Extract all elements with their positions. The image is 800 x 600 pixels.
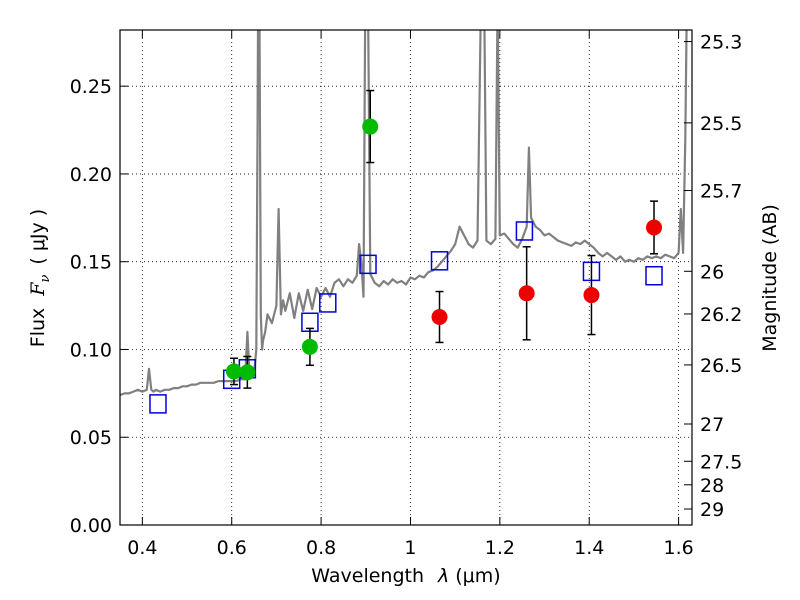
y-tick-label: 0.15	[70, 252, 112, 274]
green-point	[239, 364, 256, 381]
y2-tick-label: 26.2	[700, 304, 742, 326]
y-tick-label: 0.20	[70, 164, 112, 186]
y-tick-label: 0.10	[70, 339, 112, 361]
green-point	[301, 338, 318, 355]
plot-frame	[119, 29, 693, 526]
x-tick-label: 1.6	[663, 537, 693, 559]
ticks: 0.4 0.6 0.8 1 1.2 1.4 1.6 0.00 0.05 0.10 0.15 0.20 0…	[70, 30, 742, 559]
green-point	[225, 363, 242, 380]
x-tick-label: 1.2	[485, 537, 515, 559]
x-tick-label: 1	[404, 537, 416, 559]
green-point	[362, 118, 379, 135]
y-tick-label: 0.05	[70, 427, 112, 449]
model-square	[319, 293, 337, 313]
points-layer	[149, 89, 663, 414]
x-axis-label: Wavelength λ (μm)	[311, 565, 500, 587]
red-point	[431, 308, 448, 325]
model-square	[430, 251, 449, 271]
y2-tick-label: 27.5	[700, 451, 742, 473]
y2-tick-label: 25.5	[700, 113, 742, 135]
y-tick-label: 0.25	[70, 76, 112, 98]
y2-tick-label: 25.3	[700, 32, 742, 54]
spectrum-layer	[120, 30, 688, 397]
y-tick-label: 0.00	[70, 515, 112, 537]
red-point	[583, 287, 600, 304]
y2-tick-label: 26.5	[700, 355, 742, 377]
x-tick-label: 0.6	[217, 537, 247, 559]
model-square	[149, 394, 167, 414]
red-point	[646, 219, 663, 236]
y2-axis-label: Magnitude (AB)	[759, 204, 781, 352]
grid	[120, 30, 692, 526]
x-tick-label: 1.4	[574, 537, 604, 559]
spectrum-line	[120, 30, 688, 397]
y2-tick-label: 29	[700, 499, 724, 521]
y2-tick-label: 27	[700, 414, 724, 436]
y-axis-label: FluxFν( μJy )	[27, 209, 53, 347]
y2-tick-label: 25.7	[700, 181, 742, 203]
red-point	[518, 285, 535, 302]
y2-tick-label: 28	[700, 475, 724, 497]
x-tick-label: 0.4	[127, 537, 157, 559]
model-square	[515, 221, 534, 241]
x-tick-label: 0.8	[306, 537, 336, 559]
model-square	[359, 254, 377, 275]
model-square	[645, 265, 663, 286]
y2-tick-label: 26	[700, 261, 724, 283]
